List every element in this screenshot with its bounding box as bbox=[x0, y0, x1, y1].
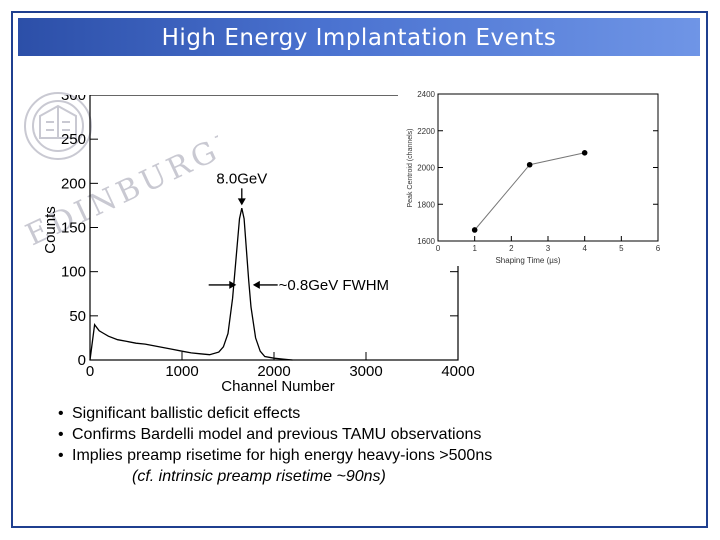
university-crest-watermark: EDINBURGH bbox=[21, 92, 218, 253]
main-x-tick-label: 3000 bbox=[349, 363, 382, 380]
bullet-text: Confirms Bardelli model and previous TAM… bbox=[72, 426, 482, 443]
main-y-tick-label: 50 bbox=[69, 308, 86, 325]
fwhm-right-arrow-head bbox=[252, 280, 260, 289]
fwhm-left-arrow-head bbox=[229, 280, 237, 289]
bullet-marker: • bbox=[58, 405, 64, 422]
inset-y-tick-label: 2200 bbox=[417, 127, 435, 136]
inset-x-tick-label: 5 bbox=[619, 244, 624, 253]
centroid-point bbox=[526, 161, 533, 168]
main-y-tick-label: 150 bbox=[61, 220, 86, 237]
main-x-axis-label: Channel Number bbox=[221, 378, 334, 395]
inset-x-tick-label: 2 bbox=[509, 244, 514, 253]
bullet-item: • Implies preamp risetime for high energy… bbox=[58, 445, 678, 466]
main-x-tick-label: 0 bbox=[86, 363, 94, 380]
inset-y-tick-label: 2400 bbox=[417, 90, 435, 99]
bullet-marker: • bbox=[58, 426, 64, 443]
bullet-list: • Significant ballistic deficit effects •… bbox=[58, 403, 678, 487]
inset-x-tick-label: 1 bbox=[472, 244, 477, 253]
spectrum-line bbox=[89, 207, 293, 361]
bullet-text: Significant ballistic deficit effects bbox=[72, 405, 301, 422]
inset-y-tick-label: 2000 bbox=[417, 164, 435, 173]
inset-x-tick-label: 6 bbox=[656, 244, 661, 253]
main-x-tick-label: 4000 bbox=[441, 363, 474, 380]
inset-y-axis-label: Peak Centroid (channels) bbox=[407, 129, 414, 208]
main-y-tick-label: 250 bbox=[61, 131, 86, 148]
main-y-tick-label: 100 bbox=[61, 264, 86, 281]
peak-energy-label: 8.0GeV bbox=[216, 170, 267, 187]
main-y-tick-label: 200 bbox=[61, 175, 86, 192]
inset-y-tick-label: 1800 bbox=[417, 200, 435, 209]
slide-title: High Energy Implantation Events bbox=[161, 25, 557, 51]
centroid-point bbox=[581, 150, 588, 156]
bullet-item: • Confirms Bardelli model and previous TA… bbox=[58, 424, 678, 445]
bullet-marker: • bbox=[58, 447, 64, 464]
slide-frame bbox=[11, 11, 708, 528]
main-y-axis-label: Counts bbox=[42, 206, 59, 254]
inset-shaping-time-chart: 1600 1800 2000 2200 2400 0 1 2 3 4 5 6 Peak Centro… bbox=[398, 88, 676, 266]
main-spectrum-chart: 0 50 100 150 200 250 300 0 1000 2000 3000 4000 Cou… bbox=[42, 95, 475, 395]
main-x-tick-label: 1000 bbox=[165, 363, 198, 380]
slide-title-bar: High Energy Implantation Events bbox=[18, 18, 700, 56]
fwhm-label: ~0.8GeV FWHM bbox=[279, 277, 389, 294]
inset-background bbox=[398, 88, 676, 266]
sub-note: (cf. intrinsic preamp risetime ~90ns) bbox=[132, 468, 386, 485]
main-y-tick-label: 300 bbox=[61, 95, 86, 104]
inset-y-tick-label: 1600 bbox=[417, 237, 435, 246]
main-x-tick-label: 2000 bbox=[257, 363, 290, 380]
bullet-item: • Significant ballistic deficit effects bbox=[58, 403, 678, 424]
inset-x-tick-label: 0 bbox=[436, 244, 441, 253]
inset-x-tick-label: 4 bbox=[582, 244, 587, 253]
inset-x-axis-label: Shaping Time (µs) bbox=[495, 256, 560, 265]
main-y-tick-label: 0 bbox=[78, 352, 86, 369]
bullet-text: Implies preamp risetime for high energy … bbox=[72, 447, 493, 464]
peak-arrow-head bbox=[237, 198, 246, 206]
centroid-point bbox=[471, 227, 478, 233]
inset-x-tick-label: 3 bbox=[546, 244, 551, 253]
